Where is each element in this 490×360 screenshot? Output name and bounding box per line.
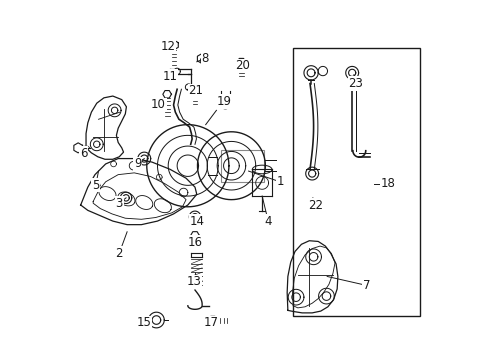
Text: 12: 12 — [160, 40, 175, 53]
Text: 8: 8 — [201, 52, 209, 65]
Text: 6: 6 — [80, 147, 87, 160]
Text: 23: 23 — [348, 77, 363, 90]
Text: 7: 7 — [363, 279, 370, 292]
Text: 5: 5 — [92, 179, 99, 192]
Text: 18: 18 — [380, 177, 395, 190]
Text: 11: 11 — [163, 70, 177, 83]
Text: 16: 16 — [188, 236, 202, 249]
Text: 20: 20 — [235, 59, 249, 72]
Text: 15: 15 — [137, 316, 152, 329]
Text: 19: 19 — [217, 95, 232, 108]
Text: 9: 9 — [134, 157, 142, 170]
Bar — [220, 150, 264, 182]
Text: 17: 17 — [203, 316, 219, 329]
Text: 2: 2 — [116, 247, 123, 260]
Text: 14: 14 — [189, 215, 204, 228]
Text: 21: 21 — [188, 84, 203, 97]
Text: 10: 10 — [151, 99, 166, 112]
Text: 13: 13 — [187, 275, 201, 288]
Text: 1: 1 — [276, 175, 284, 188]
Text: 4: 4 — [265, 215, 272, 228]
Bar — [293, 48, 420, 316]
Text: 3: 3 — [116, 197, 123, 210]
Text: 22: 22 — [308, 198, 323, 212]
